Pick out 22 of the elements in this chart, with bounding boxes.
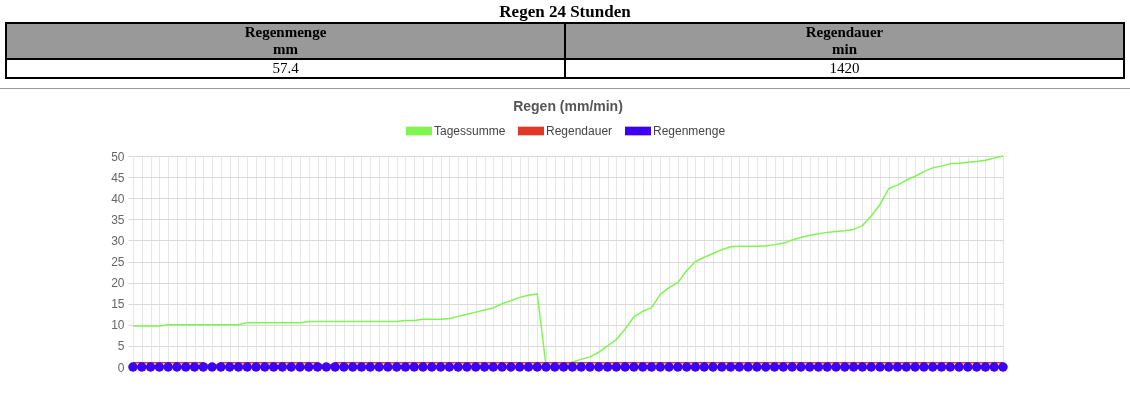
category-label: Regendauer: [805, 24, 884, 40]
y-tick-label: 35: [111, 212, 125, 227]
category-label: Regenmenge: [244, 24, 327, 40]
y-tick-label: 15: [111, 297, 125, 312]
y-tick-label: 30: [111, 233, 125, 248]
text: mm: [273, 41, 298, 57]
chart-title: Regen (mm/min): [513, 98, 623, 114]
y-tick-label: 40: [111, 191, 125, 206]
y-tick-label: 5: [117, 339, 125, 354]
y-tick-label: 45: [111, 170, 125, 185]
y-tick-label: 0: [117, 360, 125, 375]
y-tick-label: 20: [111, 276, 125, 291]
text: min: [831, 41, 857, 57]
y-tick-label: 50: [111, 149, 125, 164]
legend-label: Tagessumme: [434, 124, 506, 138]
y-tick-label: 25: [111, 255, 125, 269]
legend-label: Regendauer: [546, 124, 613, 138]
y-tick-label: 10: [111, 318, 125, 333]
data-label: 1420: [565, 59, 1124, 78]
text: Regen 24 Stunden: [498, 2, 632, 22]
data-label: 57.4: [6, 59, 565, 78]
legend-label: Regenmenge: [653, 124, 726, 138]
